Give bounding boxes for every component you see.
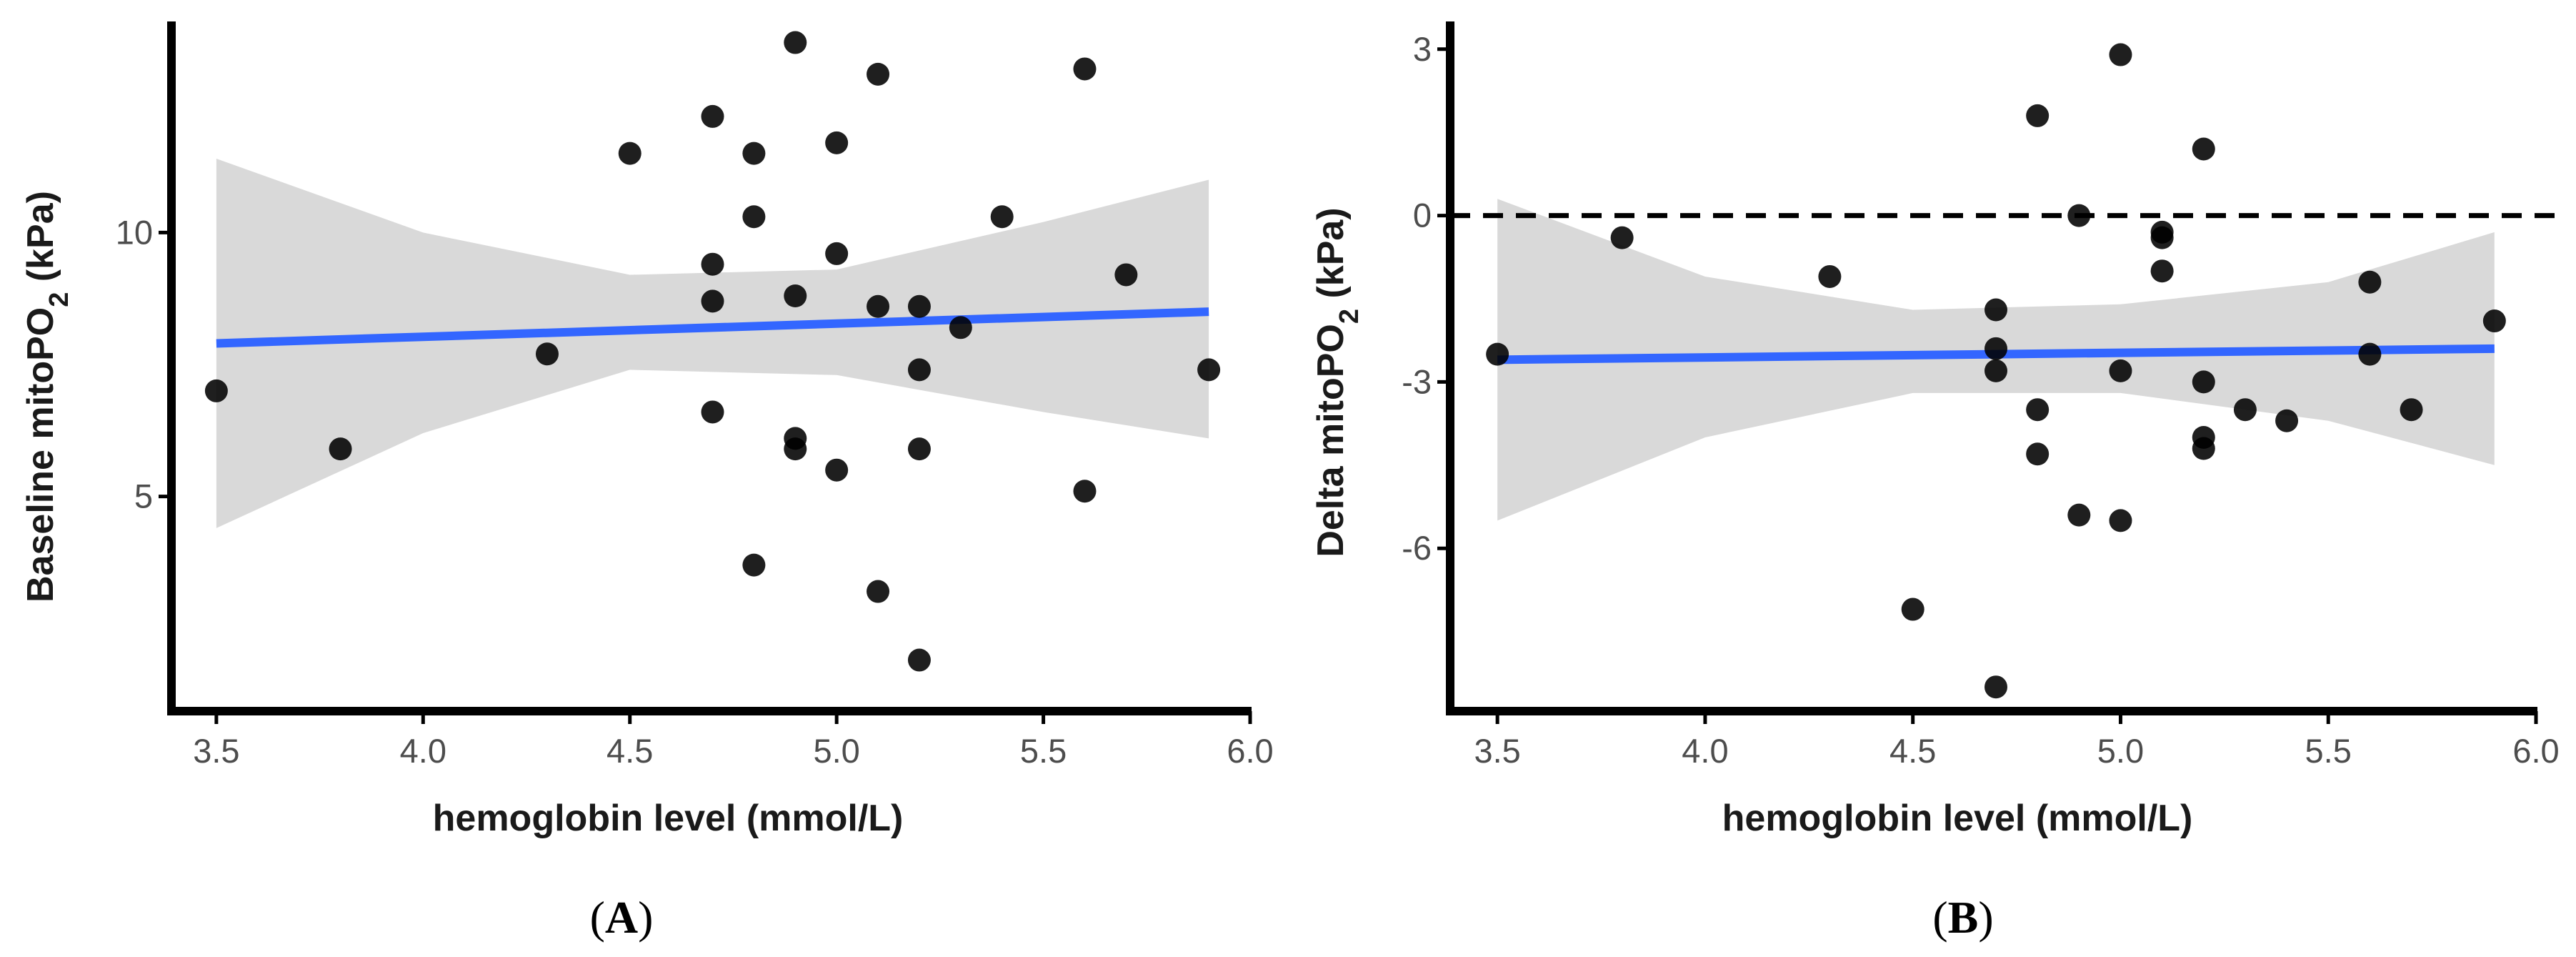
panel-label-b-letter: B xyxy=(1948,892,1979,943)
data-point xyxy=(2026,104,2050,127)
data-point xyxy=(2482,309,2506,333)
data-point xyxy=(2026,398,2050,422)
data-point xyxy=(701,289,724,313)
y-axis-title-unit: (kPa) xyxy=(1310,207,1352,309)
data-point xyxy=(701,400,724,424)
regression-line xyxy=(216,307,1209,348)
data-point xyxy=(2192,137,2215,161)
data-point xyxy=(2109,43,2132,66)
data-point xyxy=(907,294,931,318)
data-point xyxy=(2192,370,2215,394)
data-point xyxy=(2150,259,2174,283)
data-point xyxy=(1901,597,1924,621)
panel-label-a-open-paren: ( xyxy=(590,892,605,943)
data-point xyxy=(907,437,931,461)
x-tick-label: 4.5 xyxy=(1889,732,1936,770)
panel-label-b: (B) xyxy=(1932,892,1993,943)
data-point xyxy=(2358,270,2382,294)
data-point xyxy=(1073,57,1097,81)
data-point xyxy=(2067,204,2091,227)
x-tick-label: 3.5 xyxy=(1474,732,1520,770)
x-tick-label: 5.5 xyxy=(1020,732,1067,770)
confidence-band xyxy=(216,159,1209,528)
x-tick-label: 5.0 xyxy=(813,732,859,770)
data-point xyxy=(825,131,849,154)
data-point xyxy=(825,242,849,265)
data-point xyxy=(618,142,641,165)
x-axis-title: hemoglobin level (mmol/L) xyxy=(433,798,904,839)
x-axis-title: hemoglobin level (mmol/L) xyxy=(1722,798,2193,839)
data-point xyxy=(1486,342,1509,366)
panel-a: 3.5 4.0 4.5 5.0 5.5 6.0 5 10 hemoglobin level … xyxy=(20,21,1274,943)
data-point xyxy=(1197,358,1221,382)
data-point xyxy=(204,379,228,402)
data-point xyxy=(867,580,890,603)
panel-b: 3.5 4.0 4.5 5.0 5.5 6.0 -6 -3 0 3 hemoglobin lev… xyxy=(1310,21,2560,943)
data-point xyxy=(2400,398,2423,422)
y-axis-title: Baseline mitoPO2 (kPa) xyxy=(20,191,74,603)
data-point xyxy=(2192,437,2215,460)
data-point xyxy=(784,284,807,307)
data-point xyxy=(867,62,890,86)
data-point xyxy=(825,458,849,482)
panel-label-b-open-paren: ( xyxy=(1932,892,1947,943)
data-point xyxy=(1985,359,2007,382)
data-point xyxy=(2109,509,2132,532)
data-point xyxy=(2358,342,2382,366)
data-point xyxy=(1985,337,2007,360)
data-point xyxy=(784,31,807,54)
data-point xyxy=(1114,263,1138,287)
data-point xyxy=(784,437,807,461)
panel-label-a: (A) xyxy=(590,892,654,943)
data-point xyxy=(1985,298,2007,322)
y-tick-label: 3 xyxy=(1413,30,1432,68)
data-point xyxy=(867,294,890,318)
y-tick-label: 10 xyxy=(116,213,153,251)
data-point xyxy=(2150,226,2174,249)
data-point xyxy=(2026,442,2050,466)
data-point xyxy=(742,553,766,577)
data-point xyxy=(1985,675,2007,699)
data-point xyxy=(1818,264,1842,288)
data-point xyxy=(742,205,766,229)
y-axis-title: Delta mitoPO2 (kPa) xyxy=(1310,207,1364,557)
y-axis-title-subscript: 2 xyxy=(44,292,74,307)
data-point xyxy=(907,648,931,672)
data-point xyxy=(2233,398,2257,422)
data-point xyxy=(742,142,766,165)
y-tick-label: -3 xyxy=(1402,362,1432,400)
y-axis-title-unit: (kPa) xyxy=(20,191,61,292)
data-point xyxy=(701,252,724,276)
x-tick-label: 5.0 xyxy=(2097,732,2144,770)
y-tick-label: 0 xyxy=(1413,197,1432,234)
data-point xyxy=(949,316,972,339)
x-tick-label: 3.5 xyxy=(193,732,239,770)
x-tick-label: 6.0 xyxy=(2512,732,2559,770)
data-point xyxy=(1610,226,1634,249)
panel-label-a-close-paren: ) xyxy=(638,892,653,943)
data-point xyxy=(1073,480,1097,503)
data-point xyxy=(535,342,559,366)
x-tick-label: 4.0 xyxy=(1682,732,1728,770)
y-axis-title-subscript: 2 xyxy=(1334,309,1364,324)
panel-label-a-letter: A xyxy=(605,892,638,943)
y-tick-label: 5 xyxy=(134,477,153,515)
x-tick-label: 5.5 xyxy=(2305,732,2352,770)
data-point xyxy=(2275,409,2299,432)
data-point xyxy=(2109,359,2132,382)
data-point xyxy=(701,104,724,128)
data-point xyxy=(2067,503,2091,527)
x-tick-label: 4.5 xyxy=(606,732,653,770)
panel-label-b-close-paren: ) xyxy=(1978,892,1993,943)
x-tick-label: 6.0 xyxy=(1227,732,1273,770)
x-tick-label: 4.0 xyxy=(400,732,446,770)
y-axis-title-main: Baseline mitoPO xyxy=(20,307,61,603)
y-tick-label: -6 xyxy=(1402,529,1432,567)
data-point xyxy=(329,437,352,461)
y-axis-title-main: Delta mitoPO xyxy=(1310,324,1352,557)
data-point xyxy=(990,205,1014,229)
data-point xyxy=(907,358,931,382)
